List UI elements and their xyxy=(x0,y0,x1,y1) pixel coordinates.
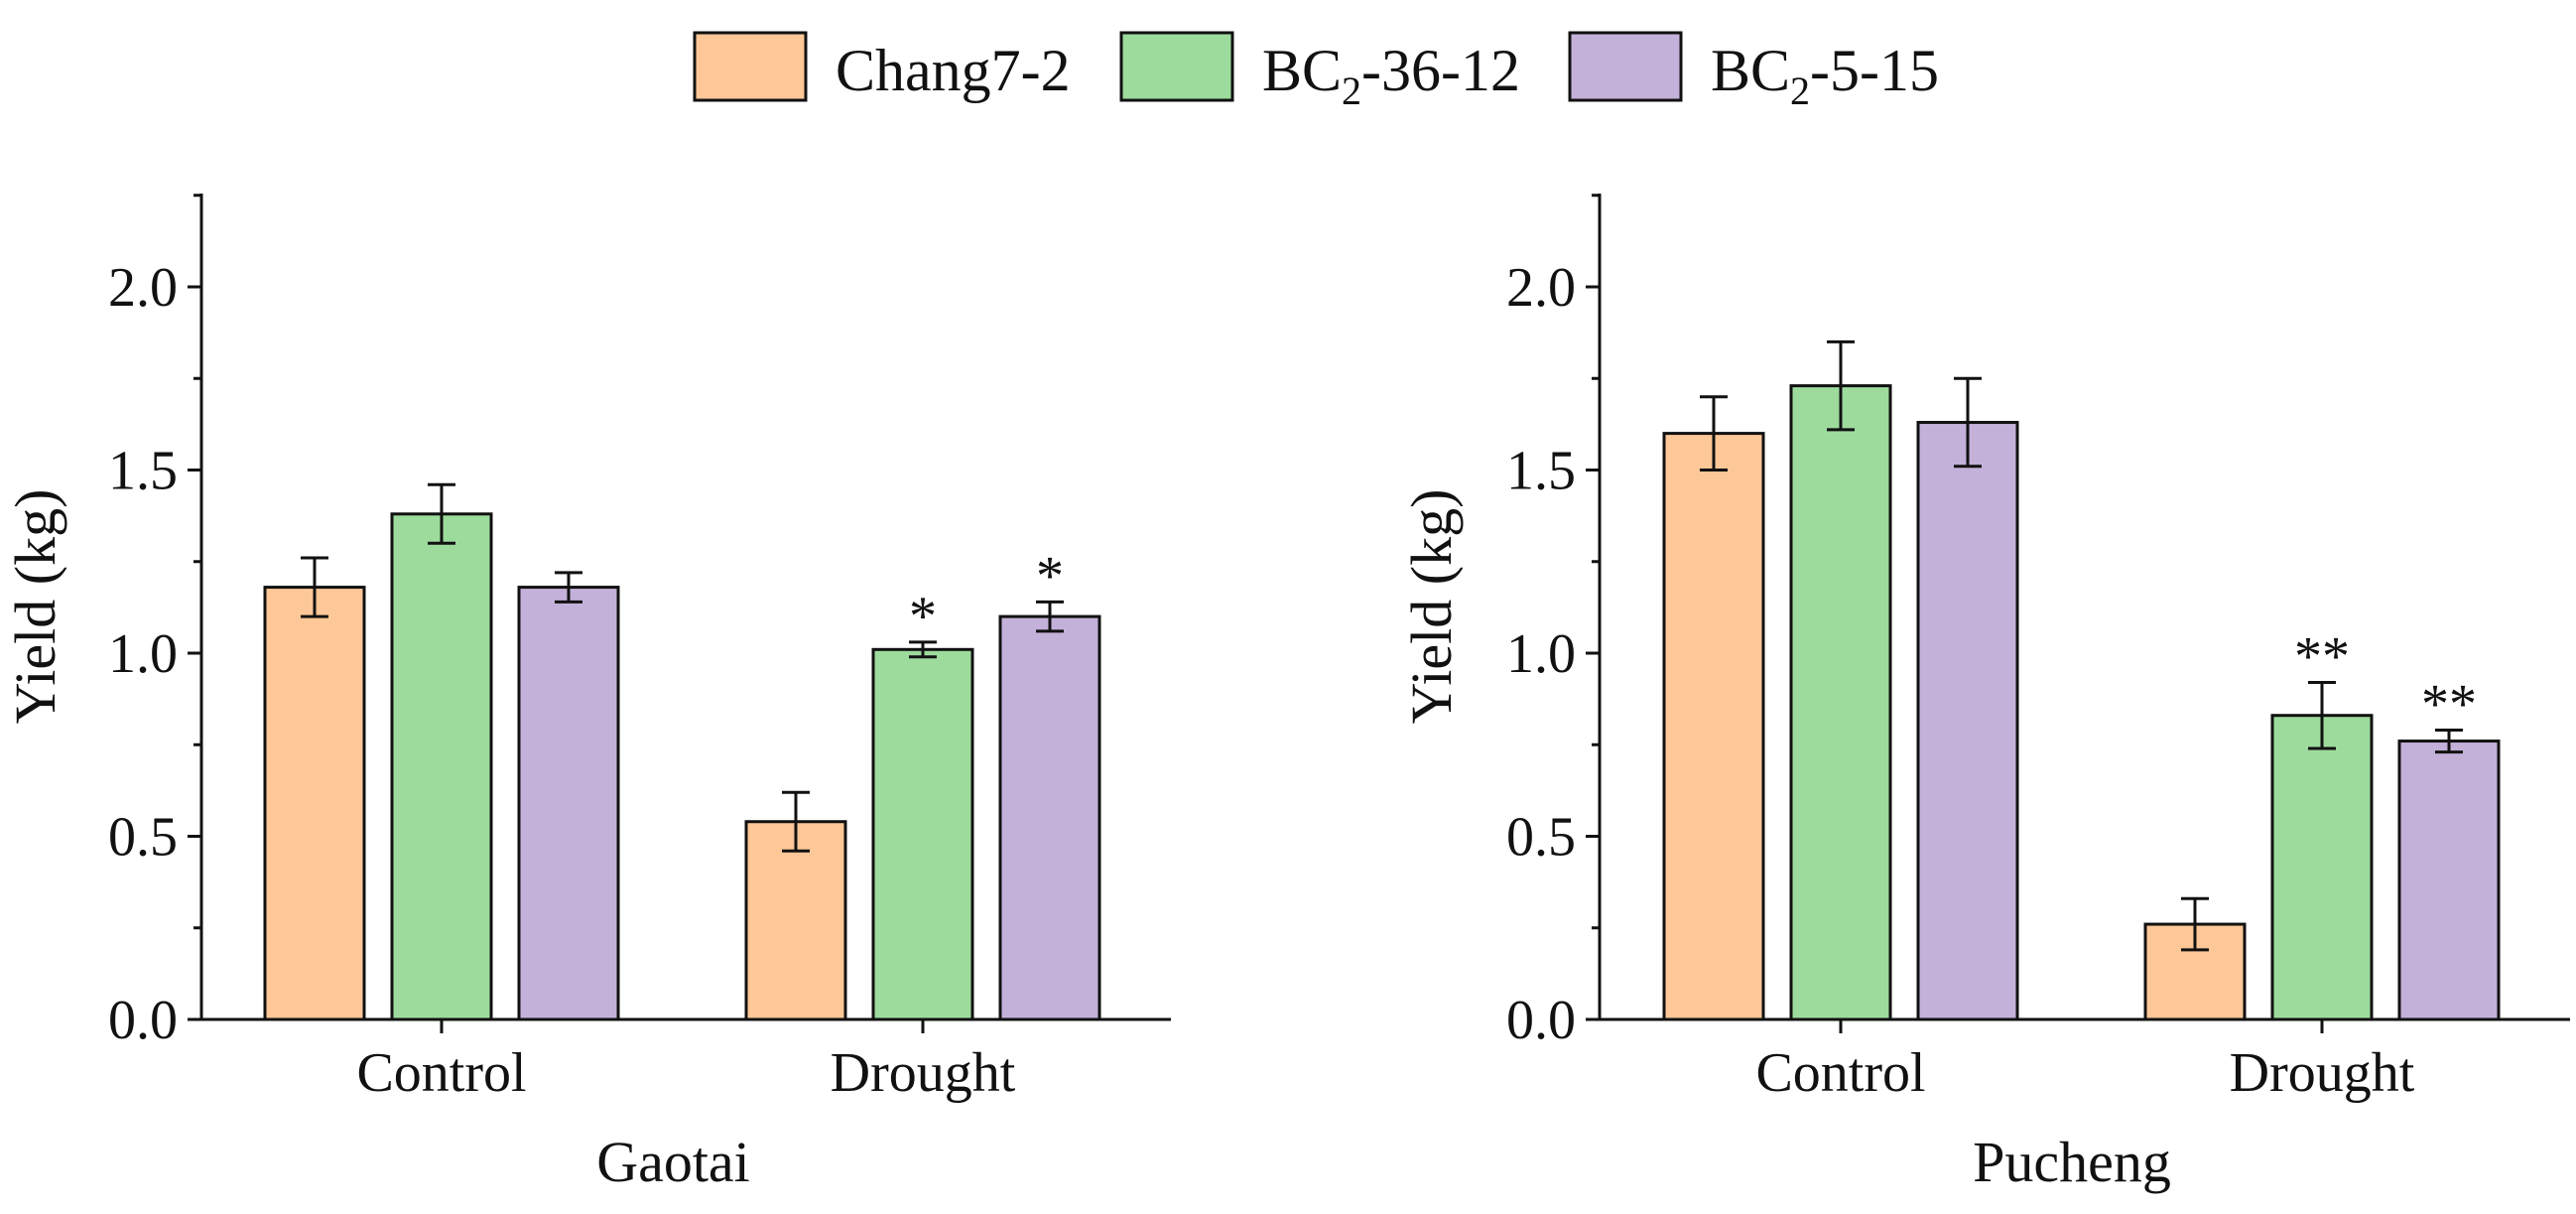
legend-label-chang7-2: Chang7-2 xyxy=(836,38,1071,103)
y-tick-label: 0.0 xyxy=(108,990,178,1051)
bar-bc2-5-15-drought xyxy=(2397,740,2501,1021)
legend-swatch-bc2-36-12 xyxy=(1119,31,1234,102)
x-tick-label-control: Control xyxy=(1755,1042,1925,1104)
svg-text:BC2-36-12: BC2-36-12 xyxy=(1262,38,1520,113)
x-tick-label-control: Control xyxy=(356,1042,526,1104)
x-axis-title: Gaotai xyxy=(596,1130,750,1194)
legend-label-bc2-36-12-base: BC xyxy=(1262,38,1342,103)
y-tick-label: 1.5 xyxy=(1506,441,1576,502)
y-tick-label: 0.0 xyxy=(1506,990,1576,1051)
legend-label-bc2-36-12-sub: 2 xyxy=(1342,68,1361,113)
significance-marker: * xyxy=(909,586,937,647)
legend-item-bc2-36-12: BC2-36-12 xyxy=(1119,31,1520,113)
bar-chang7-2-drought xyxy=(744,820,847,1021)
significance-marker: ** xyxy=(2421,673,2477,735)
bar-chang7-2-control xyxy=(263,586,366,1021)
significance-marker: * xyxy=(1036,545,1064,607)
legend-swatch-chang7-2 xyxy=(693,31,808,102)
chart-panel-gaotai: 0.0 0.5 1.0 1.5 2.0 Yield (kg) Gaotai Control Dr… xyxy=(3,194,1171,1194)
y-axis-title: Yield (kg) xyxy=(3,489,67,725)
svg-text:Chang7-2: Chang7-2 xyxy=(836,38,1071,103)
bar-bc2-36-12-control xyxy=(1789,384,1892,1021)
legend-label-bc2-5-15-base: BC xyxy=(1711,38,1790,103)
y-tick-label: 1.5 xyxy=(108,441,178,502)
bar-bc2-5-15-control xyxy=(1916,421,2019,1021)
x-tick-label-drought: Drought xyxy=(2230,1042,2415,1104)
y-tick-label: 1.0 xyxy=(1506,623,1576,685)
bar-bc2-36-12-drought xyxy=(871,647,974,1021)
y-tick-label: 1.0 xyxy=(108,623,178,685)
bar-bc2-36-12-drought xyxy=(2270,714,2374,1021)
legend: Chang7-2 BC2-36-12 BC2-5-15 xyxy=(693,31,1939,113)
y-tick-label: 2.0 xyxy=(1506,257,1576,319)
legend-label-bc2-36-12-rest: -36-12 xyxy=(1361,38,1520,103)
legend-item-bc2-5-15: BC2-5-15 xyxy=(1568,31,1939,113)
bar-bc2-36-12-control xyxy=(390,512,493,1021)
significance-marker: ** xyxy=(2294,626,2350,688)
legend-swatch-bc2-5-15 xyxy=(1568,31,1683,102)
chart-panel-pucheng: 0.0 0.5 1.0 1.5 2.0 Yield (kg) Pucheng Control D… xyxy=(1399,194,2570,1194)
legend-label-bc2-5-15-rest: -5-15 xyxy=(1810,38,1939,103)
bar-bc2-5-15-control xyxy=(517,586,620,1021)
x-tick-label-drought: Drought xyxy=(831,1042,1016,1104)
legend-label-bc2-5-15-sub: 2 xyxy=(1790,68,1810,113)
y-tick-label: 0.5 xyxy=(1506,807,1576,869)
bar-chang7-2-control xyxy=(1662,432,1765,1021)
y-tick-label: 2.0 xyxy=(108,257,178,319)
x-axis-title: Pucheng xyxy=(1973,1130,2171,1194)
y-axis-title: Yield (kg) xyxy=(1399,489,1464,725)
svg-text:BC2-5-15: BC2-5-15 xyxy=(1711,38,1939,113)
bar-bc2-5-15-drought xyxy=(998,614,1101,1021)
y-tick-label: 0.5 xyxy=(108,807,178,869)
legend-item-chang7-2: Chang7-2 xyxy=(693,31,1071,103)
